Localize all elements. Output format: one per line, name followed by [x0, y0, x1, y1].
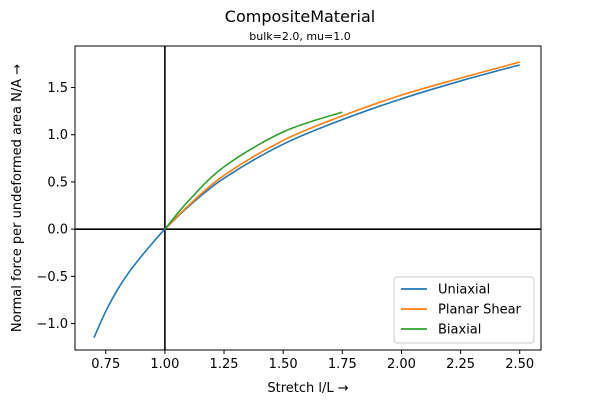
x-tick-label: 1.75: [328, 357, 357, 372]
y-tick-label: 1.5: [47, 81, 68, 96]
series-line-planar-shear: [164, 61, 520, 230]
y-tick-label: 0.0: [47, 223, 68, 238]
legend-label-uniaxial: Uniaxial: [438, 283, 490, 298]
y-tick-label: 0.5: [47, 175, 68, 190]
y-axis-label: Normal force per undeformed area N/A →: [10, 64, 25, 332]
legend: Uniaxial Planar Shear Biaxial: [393, 276, 535, 344]
x-tick-label: 2.25: [446, 357, 475, 372]
x-axis-label: Stretch l/L →: [267, 381, 348, 396]
x-tick-label: 1.50: [269, 357, 298, 372]
x-tick-label: 1.25: [210, 357, 239, 372]
y-tick-label: −0.5: [36, 270, 68, 285]
y-tick-label: 1.0: [47, 128, 68, 143]
x-tick-label: 2.50: [505, 357, 534, 372]
x-tick-label: 2.00: [387, 357, 416, 372]
series-line-biaxial: [164, 111, 343, 230]
x-tick-label: 1.00: [150, 357, 179, 372]
chart-subtitle: bulk=2.0, mu=1.0: [249, 30, 350, 43]
axis-ticks: 0.75 1.00 1.25 1.50 1.75 2.00 2.25 2.50 −1.0 −0.5…: [36, 81, 534, 372]
plot-area: [75, 46, 541, 350]
y-tick-label: −1.0: [36, 317, 68, 332]
plot-frame: [74, 45, 542, 351]
legend-box: [393, 276, 535, 344]
chart-title: CompositeMaterial: [225, 7, 375, 26]
legend-label-biaxial: Biaxial: [438, 323, 481, 338]
x-tick-label: 0.75: [91, 357, 120, 372]
legend-label-planar-shear: Planar Shear: [438, 303, 522, 318]
